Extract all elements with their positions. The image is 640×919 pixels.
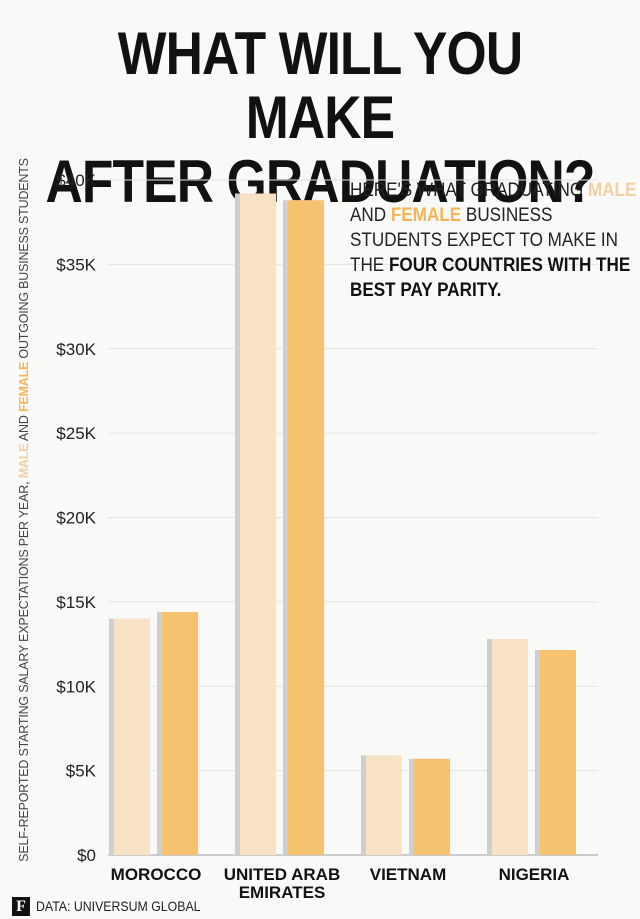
x-category-label-line: VIETNAM: [370, 865, 447, 884]
chart-annotation: HERE'S WHAT GRADUATING MALE AND FEMALE B…: [350, 178, 636, 303]
ylabel-female: FEMALE: [17, 361, 31, 413]
female-bar: [540, 649, 576, 855]
annotation-text-3: BUSINESS STUDENTS EXPECT TO MAKE IN THE: [350, 205, 618, 276]
ylabel-male: MALE: [17, 443, 31, 479]
x-category-label: MOROCCO: [111, 865, 202, 884]
female-bar: [288, 200, 324, 855]
x-category-label-line: MOROCCO: [111, 865, 202, 884]
annotation-emphasis: FOUR COUNTRIES WITH THE BEST PAY PARITY.: [350, 255, 631, 301]
male-bar: [240, 193, 276, 855]
y-axis-label: SELF-REPORTED STARTING SALARY EXPECTATIO…: [17, 158, 31, 862]
female-bar: [162, 612, 198, 855]
female-bar: [414, 758, 450, 855]
forbes-logo-icon: F: [12, 896, 30, 916]
annotation-text-1: HERE'S WHAT GRADUATING: [350, 180, 588, 201]
x-category-label-line: NIGERIA: [499, 865, 570, 884]
male-bar: [114, 618, 150, 855]
y-tick-label: $5K: [66, 762, 97, 781]
y-tick-label: $35K: [56, 255, 96, 274]
annotation-text-2: AND: [350, 205, 391, 226]
footer: F DATA: UNIVERSUM GLOBAL: [12, 896, 223, 916]
x-category-label-line: EMIRATES: [239, 883, 326, 902]
x-category-label-line: UNITED ARAB: [224, 865, 340, 884]
y-tick-label: $20K: [56, 509, 96, 528]
x-category-label: UNITED ARAB EMIRATES: [224, 865, 340, 902]
y-tick-label: $40K: [56, 171, 96, 190]
data-source: DATA: UNIVERSUM GLOBAL: [36, 898, 201, 914]
y-tick-label: $15K: [56, 593, 96, 612]
chart-title: WHAT WILL YOU MAKE AFTER GRADUATION?: [45, 22, 595, 214]
x-category-label: VIETNAM: [370, 865, 447, 884]
y-tick-label: $10K: [56, 677, 96, 696]
x-category-label: NIGERIA: [499, 865, 570, 884]
y-tick-label: $30K: [56, 340, 96, 359]
ylabel-text-2: AND: [17, 412, 31, 444]
ylabel-text-3: OUTGOING BUSINESS STUDENTS: [17, 158, 31, 362]
y-tick-label: $0: [77, 846, 96, 865]
y-tick-label: $25K: [56, 424, 96, 443]
annotation-female-label: FEMALE: [390, 205, 462, 226]
ylabel-text-1: SELF-REPORTED STARTING SALARY EXPECTATIO…: [17, 478, 31, 862]
male-bar: [366, 755, 402, 855]
annotation-male-label: MALE: [587, 180, 637, 201]
title-line-1: WHAT WILL YOU MAKE: [117, 20, 523, 151]
male-bar: [492, 639, 528, 855]
